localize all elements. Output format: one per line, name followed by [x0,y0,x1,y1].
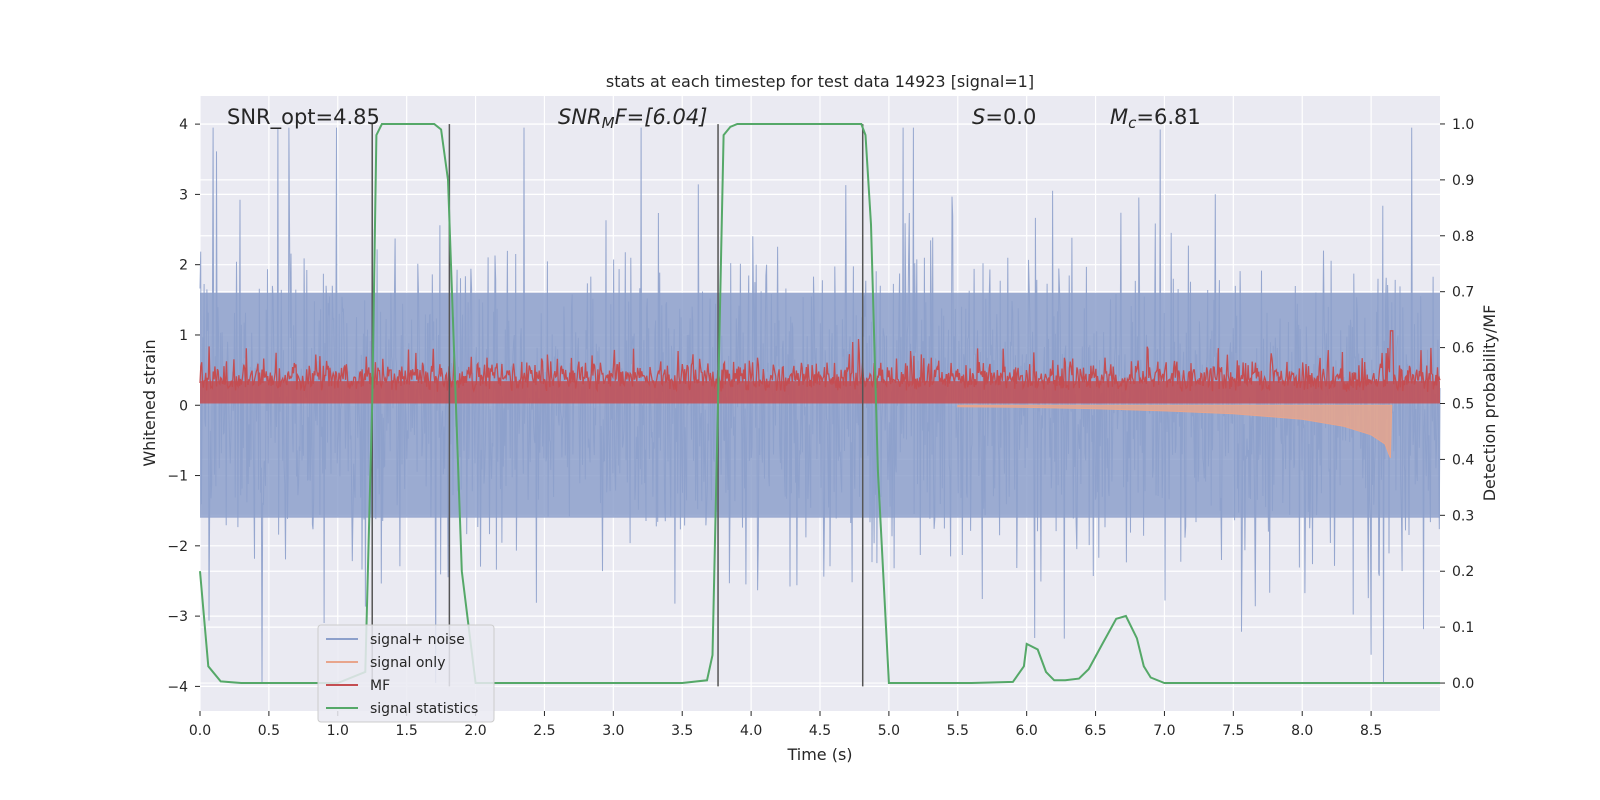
y-tick-label-0: −4 [167,679,188,695]
x-tick-label-0: 0.0 [189,723,211,739]
chart-title: stats at each timestep for test data 149… [606,72,1034,91]
annotation-snr-mf-sub: M [602,114,615,132]
legend-label-mf: MF [370,678,390,694]
series-signal-statistics [199,123,1440,684]
annotation-snr-opt: SNR_opt=4.85 [227,105,380,130]
y-tick-label-5: 1 [179,328,188,344]
annotation-mc: Mc=6.81 [1110,105,1201,132]
x-tick-label-17: 8.5 [1360,723,1382,739]
y2-tick-label-9: 0.9 [1452,173,1474,189]
x-tick-label-2: 1.0 [327,723,349,739]
annotation-snr-mf: SNRMF=[6.04] [558,105,707,132]
legend: signal+ noise signal only MF signal stat… [317,624,495,723]
y2-tick-label-6: 0.6 [1452,341,1474,357]
signal-statistics-line [199,123,1440,684]
x-tick-label-10: 5.0 [878,723,900,739]
y2-tick-label-3: 0.3 [1452,508,1474,524]
mf-dense-band [200,381,1440,404]
x-tick-label-15: 7.5 [1222,723,1244,739]
annotation-mc-rest: =6.81 [1136,105,1200,129]
signal-only-envelope [957,404,1393,459]
annotation-snr-mf-rest: F=[6.04] [615,105,708,129]
annotation-mc-sub: c [1128,114,1137,132]
x-tick-labels: 0.0 0.5 1.0 1.5 2.0 2.5 3.0 3.5 4.0 4.5 5.0 5.5 6.0 6… [189,711,1382,739]
x-tick-label-4: 2.0 [464,723,486,739]
x-tick-label-12: 6.0 [1016,723,1038,739]
y2-tick-label-1: 0.1 [1452,620,1474,636]
x-tick-label-16: 8.0 [1291,723,1313,739]
x-axis-label: Time (s) [786,745,852,764]
legend-box [317,624,495,723]
series-signal-only [957,404,1393,459]
annotation-snr-mf-base: SNR [558,105,602,129]
x-tick-label-9: 4.5 [809,723,831,739]
y-tick-label-4: 0 [179,398,188,414]
y2-tick-label-2: 0.2 [1452,564,1474,580]
y2-tick-label-8: 0.8 [1452,229,1474,245]
legend-label-signal-only: signal only [370,655,445,671]
y-tick-label-8: 4 [179,117,188,133]
annotation-mc-base: M [1110,105,1128,129]
y-tick-label-3: −1 [167,469,188,485]
annotation-s-base: S [972,105,985,129]
y2-tick-label-10: 1.0 [1452,117,1474,133]
x-tick-label-1: 0.5 [258,723,280,739]
y-tick-label-7: 3 [179,187,188,203]
x-tick-label-11: 5.5 [947,723,969,739]
y-tick-label-1: −3 [167,609,188,625]
x-tick-label-5: 2.5 [533,723,555,739]
y2-tick-label-7: 0.7 [1452,285,1474,301]
x-tick-label-8: 4.0 [740,723,762,739]
x-tick-label-3: 1.5 [396,723,418,739]
annotation-s: S=0.0 [972,105,1036,129]
legend-label-signal-noise: signal+ noise [370,632,465,648]
x-tick-label-6: 3.0 [602,723,624,739]
y2-tick-label-0: 0.0 [1452,676,1474,692]
y-axis-label: Whitened strain [140,339,159,466]
x-tick-label-14: 7.0 [1153,723,1175,739]
y2-tick-label-5: 0.5 [1452,397,1474,413]
y2-axis-label: Detection probability/MF [1480,305,1499,502]
x-tick-label-13: 6.5 [1084,723,1106,739]
legend-label-signal-statistics: signal statistics [370,701,478,717]
y-tick-labels: −4 −3 −2 −1 0 1 2 3 4 [167,117,200,695]
y2-tick-label-4: 0.4 [1452,452,1474,468]
series-mf [199,330,1441,404]
annotation-s-rest: =0.0 [985,105,1036,129]
y-tick-label-6: 2 [179,258,188,274]
y2-tick-labels: 0.0 0.1 0.2 0.3 0.4 0.5 0.6 0.7 0.8 0.9 1.0 [1440,117,1474,692]
y-tick-label-2: −2 [167,539,188,555]
x-tick-label-7: 3.5 [671,723,693,739]
